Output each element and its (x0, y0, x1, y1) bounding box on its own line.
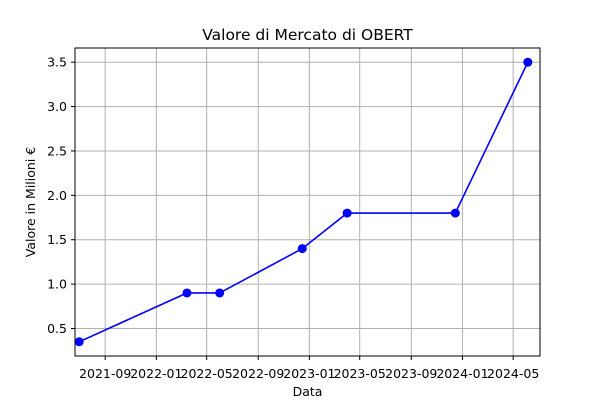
x-tick-label: 2022-05 (181, 366, 233, 381)
data-point-marker (450, 208, 460, 218)
data-point-marker (74, 337, 84, 347)
y-tick-label: 3.0 (47, 99, 67, 114)
y-axis-label: Valore in Milioni € (23, 147, 38, 257)
x-tick-label: 2024-01 (436, 366, 488, 381)
y-tick-label: 2.5 (47, 143, 67, 158)
x-tick-label: 2023-05 (334, 366, 386, 381)
data-point-marker (342, 208, 352, 218)
x-tick-label: 2022-09 (232, 366, 284, 381)
data-point-marker (215, 288, 225, 298)
y-tick-label: 1.0 (47, 277, 67, 292)
x-tick-label: 2024-05 (487, 366, 539, 381)
chart-title: Valore di Mercato di OBERT (202, 26, 413, 44)
data-point-marker (297, 244, 307, 254)
x-tick-label: 2021-09 (79, 366, 131, 381)
series-layer (74, 57, 533, 347)
data-point-marker (182, 288, 192, 298)
y-tick-label: 1.5 (47, 232, 67, 247)
series-line (78, 61, 529, 343)
x-tick-label: 2023-09 (385, 366, 437, 381)
x-tick-label: 2023-01 (283, 366, 335, 381)
data-point-marker (523, 57, 533, 67)
x-tick-label: 2022-01 (130, 366, 182, 381)
grid (75, 48, 540, 356)
y-tick-label: 3.5 (47, 55, 67, 70)
y-tick-label: 0.5 (47, 321, 67, 336)
plot-area-frame (74, 47, 541, 357)
y-tick-label: 2.0 (47, 188, 67, 203)
x-axis-label: Data (293, 384, 323, 399)
